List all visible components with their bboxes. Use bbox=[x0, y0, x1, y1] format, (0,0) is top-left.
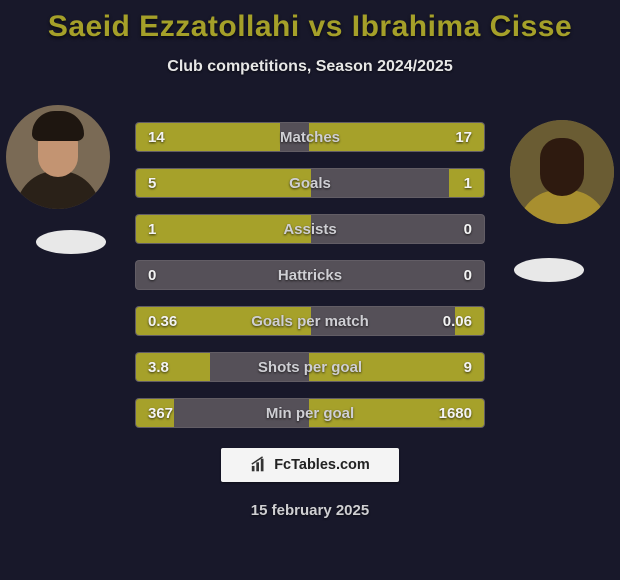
stat-value-left: 0 bbox=[148, 261, 156, 289]
stat-value-right: 17 bbox=[455, 123, 472, 151]
player-left-avatar bbox=[6, 105, 110, 209]
stat-row: Shots per goal3.8 9 bbox=[135, 352, 485, 382]
stat-label: Matches bbox=[136, 123, 484, 151]
stat-row: Min per goal367 1680 bbox=[135, 398, 485, 428]
stat-value-left: 367 bbox=[148, 399, 173, 427]
stat-label: Assists bbox=[136, 215, 484, 243]
player-left-flag bbox=[36, 230, 106, 254]
brand-label: FcTables.com bbox=[274, 457, 370, 473]
page-subtitle: Club competitions, Season 2024/2025 bbox=[0, 58, 620, 76]
stat-row: Goals per match0.36 0.06 bbox=[135, 306, 485, 336]
stat-label: Min per goal bbox=[136, 399, 484, 427]
stat-value-left: 3.8 bbox=[148, 353, 169, 381]
stat-label: Goals bbox=[136, 169, 484, 197]
player-right-avatar bbox=[510, 120, 614, 224]
stat-value-right: 0 bbox=[464, 215, 472, 243]
stat-value-left: 14 bbox=[148, 123, 165, 151]
stat-value-right: 0 bbox=[464, 261, 472, 289]
stat-value-left: 5 bbox=[148, 169, 156, 197]
stat-row: Goals5 1 bbox=[135, 168, 485, 198]
player-right-flag bbox=[514, 258, 584, 282]
stat-value-right: 1 bbox=[464, 169, 472, 197]
stat-row: Matches14 17 bbox=[135, 122, 485, 152]
page-title: Saeid Ezzatollahi vs Ibrahima Cisse bbox=[0, 0, 620, 44]
stat-row: Hattricks0 0 bbox=[135, 260, 485, 290]
stats-chart: Matches1417Goals51Assists10Hattricks00Go… bbox=[135, 122, 485, 444]
date-text: 15 february 2025 bbox=[0, 502, 620, 519]
stat-label: Shots per goal bbox=[136, 353, 484, 381]
stat-label: Hattricks bbox=[136, 261, 484, 289]
stat-value-left: 0.36 bbox=[148, 307, 177, 335]
brand-chart-icon bbox=[250, 456, 268, 474]
stat-value-right: 9 bbox=[464, 353, 472, 381]
brand-badge: FcTables.com bbox=[221, 448, 399, 482]
stat-value-left: 1 bbox=[148, 215, 156, 243]
stat-value-right: 0.06 bbox=[443, 307, 472, 335]
stat-label: Goals per match bbox=[136, 307, 484, 335]
stat-row: Assists1 0 bbox=[135, 214, 485, 244]
stat-value-right: 1680 bbox=[439, 399, 472, 427]
